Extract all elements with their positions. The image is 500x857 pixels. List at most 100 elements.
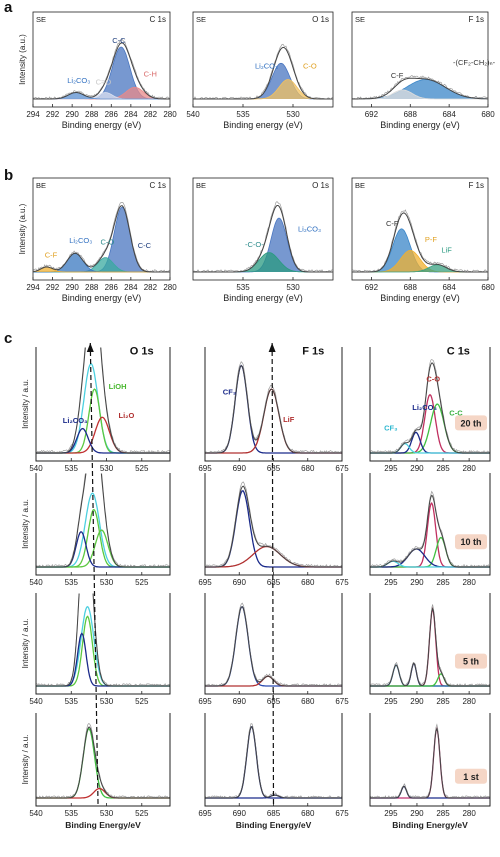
- x-tick-label: 535: [65, 697, 79, 706]
- peak-annotation: CF₃: [223, 388, 237, 397]
- x-tick-label: 680: [481, 283, 495, 292]
- x-tick-label: 280: [462, 809, 476, 818]
- peak-annotation: C-F: [386, 219, 399, 228]
- x-tick-label: 690: [233, 697, 247, 706]
- cycle-badge: [455, 415, 487, 431]
- peak-annotation: C-H: [144, 69, 157, 78]
- panel-title: F 1s: [468, 181, 484, 190]
- x-tick-label: 540: [186, 110, 200, 119]
- x-axis-label: Binding energy (eV): [223, 120, 303, 130]
- x-tick-label: 695: [198, 809, 212, 818]
- raw-spectrum: [352, 75, 488, 100]
- panel-title: C 1s: [150, 15, 166, 24]
- x-tick-label: 290: [410, 697, 424, 706]
- x-tick-label: 535: [65, 578, 79, 587]
- x-tick-label: 280: [462, 578, 476, 587]
- x-tick-label: 540: [29, 809, 43, 818]
- chart-c5: 695 690 685 680 675: [198, 473, 349, 587]
- peak-annotation: Li₂CO₃: [63, 416, 88, 425]
- panel-label-c: c: [4, 330, 12, 347]
- x-tick-label: 675: [335, 464, 349, 473]
- chart-c8: 695 690 685 680 675: [198, 593, 349, 706]
- corner-tag: SE: [36, 15, 46, 24]
- x-tick-label: 680: [301, 464, 315, 473]
- fit-envelope: [370, 362, 490, 454]
- plot-area: [352, 75, 488, 100]
- fluorine-guide-arrowhead: [268, 343, 276, 352]
- x-tick-label: 685: [267, 578, 281, 587]
- x-tick-label: 282: [144, 283, 158, 292]
- peak-annotation: Li₂CO₃: [67, 76, 90, 85]
- fit-envelope: [370, 494, 490, 568]
- plot-frame: [369, 713, 491, 807]
- cycle-badge-label: 5 th: [463, 657, 479, 667]
- x-tick-label: 684: [442, 110, 456, 119]
- x-tick-label: 285: [436, 464, 450, 473]
- x-tick-label: 285: [436, 809, 450, 818]
- chart-c1: 540 535 530 525 Intensity / a.u. O 1s LiOH Li₂O…: [21, 345, 171, 473]
- x-tick-label: 530: [100, 464, 114, 473]
- peak-curve: [370, 726, 490, 799]
- peak-curve: [36, 388, 170, 454]
- raw-spectrum: [36, 347, 170, 454]
- x-tick-label: 685: [267, 697, 281, 706]
- x-tick-label: 535: [65, 464, 79, 473]
- x-tick-label: 286: [105, 283, 119, 292]
- panel-title: F 1s: [468, 15, 484, 24]
- cycle-badge: [455, 534, 487, 550]
- raw-spectrum: [370, 723, 490, 799]
- x-tick-label: 525: [135, 809, 149, 818]
- peak-curve: [36, 508, 170, 568]
- peak-annotation: C-F: [45, 251, 58, 260]
- plot-frame: [192, 11, 334, 108]
- peak-fill: [33, 92, 170, 99]
- peak-annotation: Li₂CO₃: [298, 225, 321, 234]
- x-tick-label: 285: [436, 578, 450, 587]
- x-tick-label: 284: [124, 110, 138, 119]
- x-axis-label: Binding energy (eV): [380, 293, 460, 303]
- x-tick-label: 690: [233, 809, 247, 818]
- x-axis-label: Binding Energy/eV: [392, 820, 468, 830]
- x-tick-label: 280: [462, 464, 476, 473]
- x-tick-label: 680: [481, 110, 495, 119]
- plot-frame: [35, 713, 171, 807]
- panel-label-b: b: [4, 167, 13, 184]
- plot-area: [33, 38, 170, 100]
- x-tick-label: 286: [105, 110, 119, 119]
- cycle-badge-label: 10 th: [460, 537, 481, 547]
- raw-spectrum: [205, 602, 342, 687]
- x-tick-label: 290: [410, 464, 424, 473]
- x-tick-label: 295: [384, 464, 398, 473]
- plot-frame: [192, 177, 334, 281]
- fluorine-shift-guide: [271, 342, 275, 807]
- fit-envelope: [36, 593, 170, 687]
- peak-curve: [370, 431, 490, 454]
- raw-spectrum: [205, 481, 342, 568]
- peak-curve: [352, 89, 488, 100]
- x-tick-label: 680: [301, 697, 315, 706]
- y-axis-label: Intensity / a.u.: [21, 499, 30, 549]
- peak-annotation: Li₂CO₃: [69, 236, 92, 245]
- x-tick-label: 280: [163, 283, 177, 292]
- chart-c4: 540 535 530 525 Intensity / a.u.: [21, 473, 171, 587]
- corner-tag: BE: [355, 181, 365, 190]
- x-tick-label: 540: [29, 697, 43, 706]
- plot-area: [352, 209, 488, 273]
- fit-envelope: [352, 77, 488, 100]
- x-axis-label: Binding energy (eV): [62, 293, 142, 303]
- panel-label-a: a: [4, 0, 13, 16]
- x-tick-label: 525: [135, 578, 149, 587]
- cycle-badge: [455, 768, 487, 784]
- plot-frame: [369, 347, 491, 462]
- chart-c10: 540 535 530 525 Binding Energy/eV Intensity /…: [21, 713, 171, 830]
- plot-area: [193, 43, 333, 100]
- plot-area: [370, 723, 490, 799]
- fit-envelope: [193, 205, 333, 273]
- plot-frame: [369, 593, 491, 695]
- x-tick-label: 675: [335, 578, 349, 587]
- panel-title: O 1s: [312, 15, 329, 24]
- x-tick-label: 675: [335, 697, 349, 706]
- plot-frame: [369, 473, 491, 576]
- peak-annotation: C-F: [391, 71, 404, 80]
